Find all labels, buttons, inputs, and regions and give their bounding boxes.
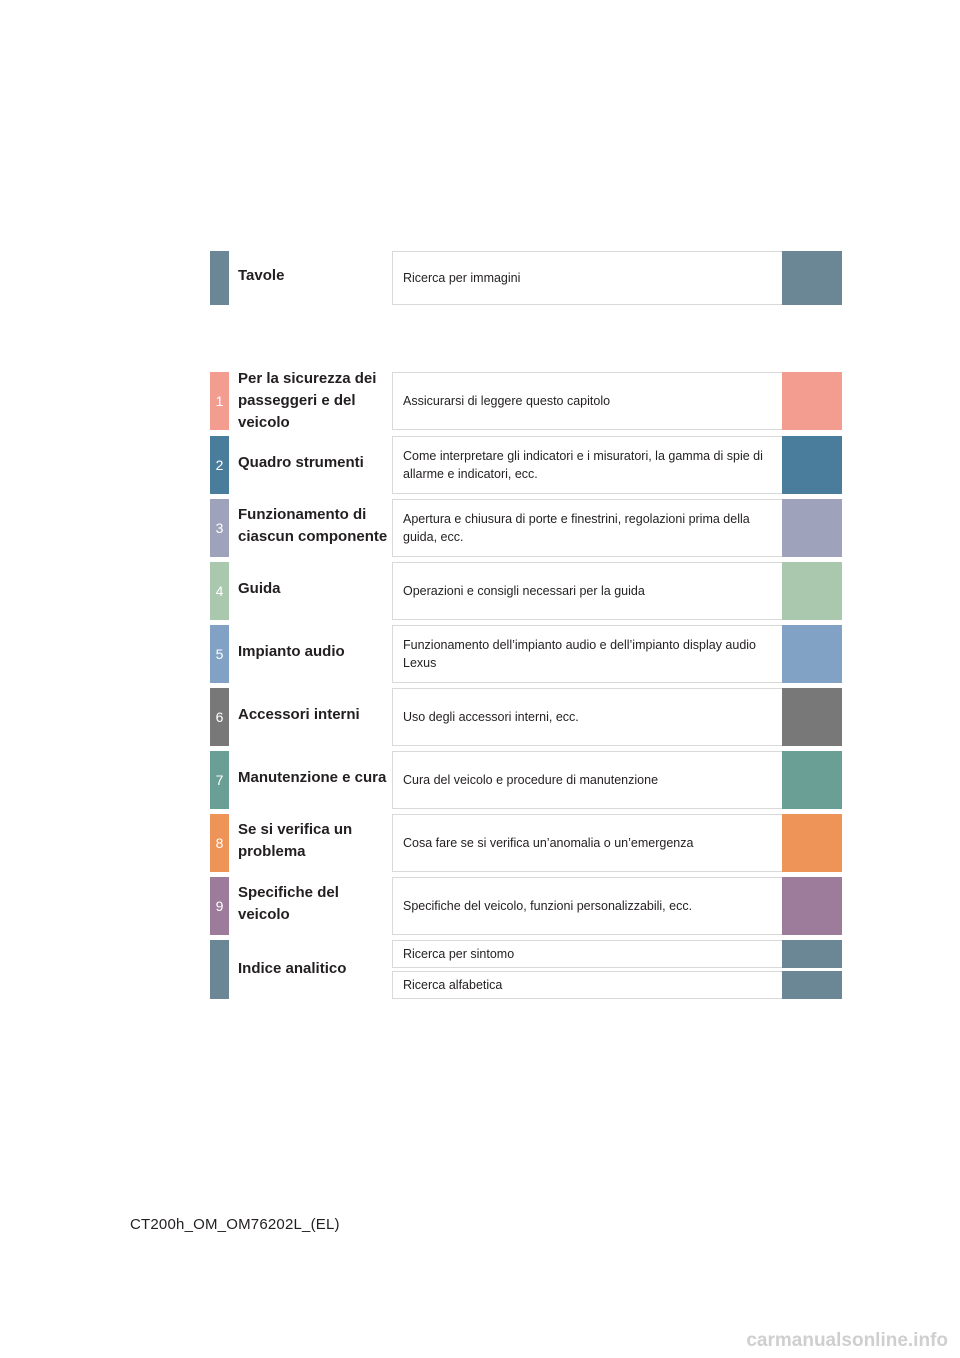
chapter-row-7[interactable]: 7 Manutenzione e cura Cura del veicolo e… xyxy=(210,751,842,809)
tavole-row[interactable]: Tavole Ricerca per immagini xyxy=(210,251,842,305)
chapter-description[interactable]: Apertura e chiusura di porte e finestrin… xyxy=(392,499,782,557)
chapter-description[interactable]: Come interpretare gli indicatori e i mis… xyxy=(392,436,782,494)
chapter-row-9[interactable]: 9 Specifiche del veicolo Specifiche del … xyxy=(210,877,842,935)
tavole-description[interactable]: Ricerca per immagini xyxy=(392,251,782,305)
index-title: Indice analitico xyxy=(238,960,347,977)
chapter-description[interactable]: Cosa fare se si verifica un’anomalia o u… xyxy=(392,814,782,872)
alphabetical-search-tab[interactable] xyxy=(782,971,842,999)
chapter-row-3[interactable]: 3 Funzionamento di ciascun componente Ap… xyxy=(210,499,842,557)
chapter-row-2[interactable]: 2 Quadro strumenti Come interpretare gli… xyxy=(210,436,842,494)
index-color-bar xyxy=(210,940,229,999)
chapter-description[interactable]: Cura del veicolo e procedure di manutenz… xyxy=(392,751,782,809)
chapter-description[interactable]: Assicurarsi di leggere questo capitolo xyxy=(392,372,782,430)
watermark: carmanualsonline.info xyxy=(746,1330,948,1351)
chapter-title: Specifiche del veicolo xyxy=(238,884,339,923)
chapter-title: Impianto audio xyxy=(238,643,345,660)
chapter-description[interactable]: Uso degli accessori interni, ecc. xyxy=(392,688,782,746)
chapter-tab[interactable] xyxy=(782,625,842,683)
index-row[interactable]: Indice analitico Ricerca per sintomo Ric… xyxy=(210,940,842,999)
chapter-row-1[interactable]: 1 Per la sicurezza dei passeggeri e del … xyxy=(210,370,842,431)
chapter-tab[interactable] xyxy=(782,562,842,620)
chapter-number: 9 xyxy=(210,877,229,935)
chapter-number: 3 xyxy=(210,499,229,557)
chapter-description[interactable]: Funzionamento dell’impianto audio e dell… xyxy=(392,625,782,683)
chapter-title: Guida xyxy=(238,580,281,597)
chapter-description[interactable]: Operazioni e consigli necessari per la g… xyxy=(392,562,782,620)
chapter-number: 7 xyxy=(210,751,229,809)
chapter-row-8[interactable]: 8 Se si verifica un problema Cosa fare s… xyxy=(210,814,842,872)
chapter-number: 2 xyxy=(210,436,229,494)
chapter-tab[interactable] xyxy=(782,499,842,557)
chapter-tab[interactable] xyxy=(782,372,842,430)
tavole-title: Tavole xyxy=(238,267,285,284)
chapter-title: Accessori interni xyxy=(238,706,360,723)
search-by-symptom-link[interactable]: Ricerca per sintomo xyxy=(392,940,782,968)
chapter-title: Quadro strumenti xyxy=(238,454,364,471)
alphabetical-search-link[interactable]: Ricerca alfabetica xyxy=(392,971,782,999)
chapter-title: Funzionamento di ciascun componente xyxy=(238,506,388,545)
tavole-color-bar xyxy=(210,251,229,305)
chapter-description[interactable]: Specifiche del veicolo, funzioni persona… xyxy=(392,877,782,935)
tavole-tab[interactable] xyxy=(782,251,842,305)
chapter-tab[interactable] xyxy=(782,436,842,494)
chapter-title: Manutenzione e cura xyxy=(238,769,387,786)
chapter-tab[interactable] xyxy=(782,751,842,809)
chapter-title: Per la sicurezza dei passeggeri e del ve… xyxy=(238,370,377,431)
chapter-number: 6 xyxy=(210,688,229,746)
chapter-row-4[interactable]: 4 Guida Operazioni e consigli necessari … xyxy=(210,562,842,620)
document-code: CT200h_OM_OM76202L_(EL) xyxy=(130,1216,340,1233)
chapter-row-6[interactable]: 6 Accessori interni Uso degli accessori … xyxy=(210,688,842,746)
chapter-number: 5 xyxy=(210,625,229,683)
chapter-tab[interactable] xyxy=(782,688,842,746)
search-by-symptom-tab[interactable] xyxy=(782,940,842,968)
chapter-number: 1 xyxy=(210,372,229,430)
chapter-tab[interactable] xyxy=(782,814,842,872)
chapter-tab[interactable] xyxy=(782,877,842,935)
chapter-number: 4 xyxy=(210,562,229,620)
chapter-title: Se si verifica un problema xyxy=(238,821,353,860)
chapter-row-5[interactable]: 5 Impianto audio Funzionamento dell’impi… xyxy=(210,625,842,683)
chapter-number: 8 xyxy=(210,814,229,872)
